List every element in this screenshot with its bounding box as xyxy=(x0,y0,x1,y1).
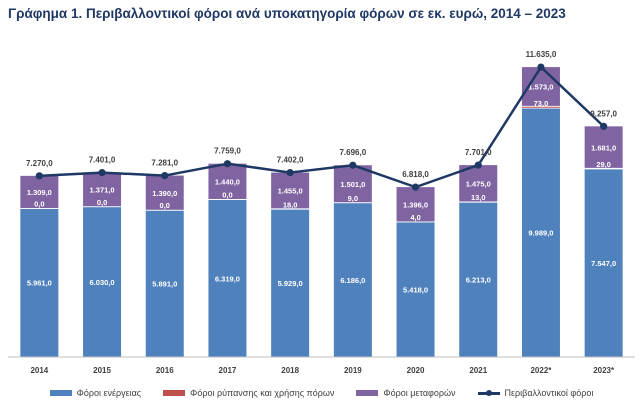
bar-energy xyxy=(83,206,122,357)
x-tick-label: 2019 xyxy=(344,366,362,375)
label-energy: 5.961,0 xyxy=(27,279,52,288)
label-pollution: 0,0 xyxy=(222,191,232,200)
total-point xyxy=(35,172,43,180)
label-energy: 6.186,0 xyxy=(340,276,365,285)
total-point xyxy=(537,63,545,71)
label-pollution: 0,0 xyxy=(34,199,44,208)
total-point xyxy=(286,168,294,177)
total-point xyxy=(474,161,482,169)
legend-label-energy: Φόροι ενέργειας xyxy=(76,388,142,398)
total-point xyxy=(349,161,357,169)
label-transport: 1.475,0 xyxy=(466,179,491,188)
x-tick-label: 2018 xyxy=(281,366,299,375)
legend-item-transport: Φόροι μεταφορών xyxy=(356,388,456,398)
total-point xyxy=(223,160,232,168)
label-energy: 6.030,0 xyxy=(90,278,115,287)
legend-item-pollution: Φόροι ρύπανσης και χρήσης πόρων xyxy=(163,388,334,398)
bar-transport xyxy=(584,126,623,169)
legend-line-total xyxy=(477,388,500,398)
label-energy: 6.319,0 xyxy=(215,274,240,283)
label-transport: 1.455,0 xyxy=(278,187,303,196)
bar-energy xyxy=(459,202,498,357)
bar-transport xyxy=(20,175,59,209)
bar-pollution xyxy=(521,106,560,109)
legend-swatch-pollution xyxy=(163,390,186,396)
bar-transport xyxy=(333,165,372,203)
chart-legend: Φόροι ενέργειας Φόροι ρύπανσης και χρήση… xyxy=(0,384,643,402)
label-pollution: 18,0 xyxy=(283,200,298,209)
label-energy: 5.418,0 xyxy=(403,286,428,295)
label-total: 7.759,0 xyxy=(214,147,241,156)
label-transport: 1.309,0 xyxy=(27,188,52,197)
label-total: 7.696,0 xyxy=(339,148,366,157)
legend-swatch-energy xyxy=(49,390,72,396)
label-transport: 1.371,0 xyxy=(90,186,115,195)
label-pollution: 0,0 xyxy=(160,201,170,210)
label-pollution: 73,0 xyxy=(534,99,549,108)
bar-energy xyxy=(521,108,560,357)
label-transport: 1.573,0 xyxy=(528,83,553,92)
label-energy: 6.213,0 xyxy=(466,276,491,285)
label-transport: 1.396,0 xyxy=(403,201,428,210)
x-tick-label: 2014 xyxy=(30,366,48,375)
x-tick-label: 2020 xyxy=(407,366,425,375)
label-energy: 5.891,0 xyxy=(152,280,177,289)
label-pollution: 29,0 xyxy=(596,160,611,169)
x-tick-label: 2016 xyxy=(156,366,174,375)
total-point xyxy=(98,168,106,177)
label-total: 11.635,0 xyxy=(526,50,557,59)
label-pollution: 13,0 xyxy=(471,193,486,202)
bar-energy xyxy=(396,222,435,357)
label-transport: 1.440,0 xyxy=(215,178,240,187)
legend-item-total: Περιβαλλοντικοί φόροι xyxy=(477,388,594,398)
label-pollution: 4,0 xyxy=(410,213,420,222)
label-energy: 5.929,0 xyxy=(278,279,303,288)
bar-transport xyxy=(145,175,184,211)
total-point xyxy=(161,171,169,180)
label-transport: 1.501,0 xyxy=(340,180,365,189)
label-total: 7.281,0 xyxy=(151,159,178,168)
legend-label-total: Περιβαλλοντικοί φόροι xyxy=(504,388,594,398)
label-transport: 1.390,0 xyxy=(152,189,177,198)
label-energy: 7.547,0 xyxy=(591,259,616,268)
label-energy: 9.989,0 xyxy=(528,229,553,238)
legend-swatch-transport xyxy=(356,390,379,396)
bar-energy xyxy=(333,202,372,357)
label-total: 9.257,0 xyxy=(590,109,617,118)
bar-energy xyxy=(584,168,623,357)
x-tick-label: 2022* xyxy=(530,366,552,375)
label-transport: 1.681,0 xyxy=(591,143,616,152)
total-point xyxy=(600,122,608,130)
chart-title: Γράφημα 1. Περιβαλλοντικοί φόροι ανά υπο… xyxy=(8,6,566,21)
label-total: 7.401,0 xyxy=(89,156,116,165)
label-pollution: 9,0 xyxy=(348,194,358,203)
bar-energy xyxy=(145,210,184,357)
label-total: 6.818,0 xyxy=(402,170,429,179)
bar-transport xyxy=(459,165,498,202)
total-line xyxy=(39,65,605,189)
bar-energy xyxy=(208,199,247,357)
bar-transport xyxy=(83,172,122,207)
bar-transport xyxy=(208,163,247,200)
x-tick-label: 2021 xyxy=(469,366,487,375)
bar-transport xyxy=(396,187,435,222)
legend-label-transport: Φόροι μεταφορών xyxy=(383,388,456,398)
legend-item-energy: Φόροι ενέργειας xyxy=(49,388,142,398)
label-total: 7.270,0 xyxy=(26,159,53,168)
label-total: 7.701,0 xyxy=(465,148,492,157)
legend-label-pollution: Φόροι ρύπανσης και χρήσης πόρων xyxy=(190,388,335,398)
bar-energy xyxy=(20,208,59,357)
total-point xyxy=(411,183,420,191)
bar-energy xyxy=(271,209,310,357)
x-tick-label: 2023* xyxy=(593,366,615,375)
bar-transport xyxy=(271,172,310,209)
x-tick-label: 2015 xyxy=(93,366,111,375)
label-pollution: 0,0 xyxy=(97,198,107,207)
label-total: 7.402,0 xyxy=(277,156,304,165)
x-tick-label: 2017 xyxy=(219,366,237,375)
